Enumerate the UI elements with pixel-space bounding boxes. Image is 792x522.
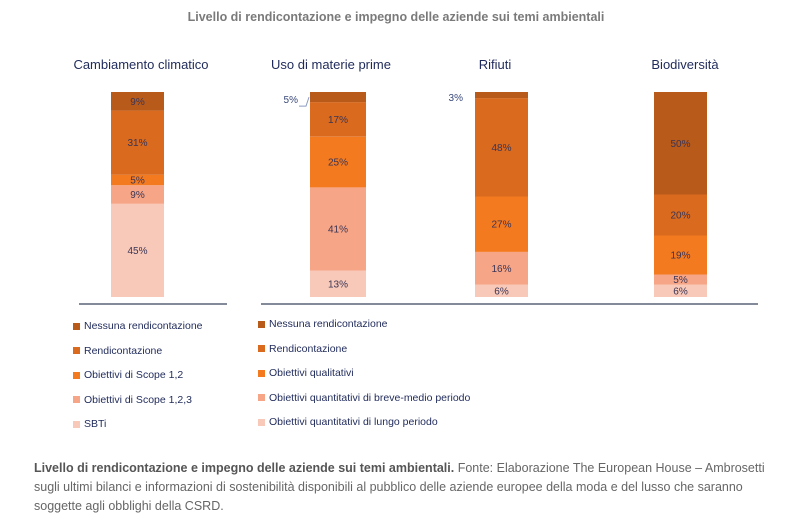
category-title: Rifiuti (479, 57, 512, 72)
legend-swatch (258, 369, 265, 377)
bar-segment (111, 185, 164, 204)
bar-segment (111, 110, 164, 175)
segment-label: 17% (328, 115, 348, 126)
segment-label: 9% (130, 190, 145, 201)
legend-item: Nessuna rendicontazione (73, 314, 203, 339)
caption-source: Fonte: Elaborazione The European House –… (34, 461, 765, 513)
bar-segment (310, 187, 366, 271)
legend-other: Nessuna rendicontazione Rendicontazione Ob… (258, 312, 470, 435)
bar-segment (111, 174, 164, 186)
bar-segment (475, 284, 528, 297)
legend-label: Obiettivi qualitativi (269, 367, 354, 380)
bar-segment (654, 235, 707, 275)
segment-label: 25% (328, 158, 348, 169)
segment-label: 13% (328, 279, 348, 290)
segment-label: 31% (127, 138, 147, 149)
segment-label: 9% (130, 97, 145, 108)
figure-caption: Livello di rendicontazione e impegno del… (34, 459, 774, 516)
segment-label: 45% (127, 246, 147, 257)
category-title: Cambiamento climatico (73, 57, 208, 72)
legend-label: Obiettivi di Scope 1,2,3 (84, 393, 192, 406)
legend-item: Obiettivi di Scope 1,2,3 (73, 388, 203, 413)
segment-label: 48% (491, 143, 511, 154)
segment-label: 20% (670, 211, 690, 222)
legend-swatch (258, 320, 265, 328)
legend-swatch (73, 322, 80, 330)
legend-item: SBTi (73, 412, 203, 437)
segment-label: 5% (130, 176, 145, 187)
bar-segment (654, 92, 707, 195)
bar-segment (654, 194, 707, 236)
segment-label: 19% (670, 251, 690, 262)
legend-label: Nessuna rendicontazione (84, 320, 203, 333)
bar-segment (111, 92, 164, 111)
segment-label: 50% (670, 139, 690, 150)
bar-segment (111, 203, 164, 297)
bar-segment (310, 102, 366, 137)
bar-segment (475, 92, 528, 99)
segment-label: 5% (673, 275, 688, 286)
category-title: Uso di materie prime (271, 57, 391, 72)
chart-title: Livello di rendicontazione e impegno del… (187, 10, 605, 24)
legend-label: Obiettivi quantitativi di lungo periodo (269, 416, 438, 429)
category-title: Biodiversità (651, 57, 719, 72)
leader-line (299, 96, 310, 107)
legend-label: Rendicontazione (84, 344, 163, 357)
legend-swatch (258, 418, 265, 426)
segment-label: 5% (284, 95, 299, 106)
bar-segment (310, 92, 366, 103)
legend-swatch (73, 396, 80, 404)
legend-label: Rendicontazione (269, 342, 348, 355)
legend-label: Obiettivi quantitativi di breve-medio pe… (269, 391, 471, 404)
legend-label: SBTi (84, 418, 107, 431)
legend-item: Rendicontazione (73, 339, 203, 364)
segment-label: 41% (328, 225, 348, 236)
legend-swatch (258, 345, 265, 353)
legend-swatch (73, 371, 80, 379)
bar-segment (475, 251, 528, 285)
legend-item: Obiettivi quantitativi di breve-medio pe… (258, 386, 470, 411)
legend-item: Obiettivi di Scope 1,2 (73, 363, 203, 388)
segment-label: 6% (673, 286, 688, 297)
legend-label: Obiettivi di Scope 1,2 (84, 369, 184, 382)
legend-swatch (73, 347, 80, 355)
legend-swatch (73, 420, 80, 428)
caption-title: Livello di rendicontazione e impegno del… (34, 461, 455, 475)
legend-label: Nessuna rendicontazione (269, 318, 388, 331)
segment-label: 27% (491, 220, 511, 231)
legend-swatch (258, 394, 265, 402)
legend-item: Nessuna rendicontazione (258, 312, 470, 337)
bar-segment (310, 270, 366, 297)
bar-segment (310, 136, 366, 188)
bar-segment (475, 196, 528, 252)
legend-item: Obiettivi quantitativi di lungo periodo (258, 410, 470, 435)
legend-item: Obiettivi qualitativi (258, 361, 470, 386)
legend-climate: Nessuna rendicontazione Rendicontazione Ob… (73, 314, 203, 437)
segment-label: 6% (494, 286, 509, 297)
bar-segment (475, 98, 528, 197)
segment-label: 3% (449, 93, 464, 104)
segment-label: 16% (491, 264, 511, 275)
legend-item: Rendicontazione (258, 337, 470, 362)
bar-segment (654, 274, 707, 285)
stacked-bar-chart: Cambiamento climatico 45% 9% 5% 31% 9% Uso di … (73, 57, 758, 305)
bar-segment (654, 284, 707, 297)
